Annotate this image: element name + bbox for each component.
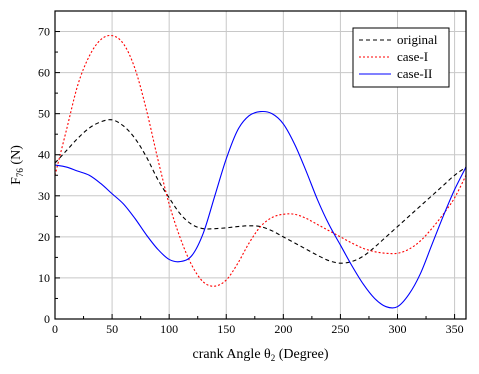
legend-label-case-I: case-I bbox=[397, 49, 428, 64]
series-line-case-I bbox=[54, 34, 467, 287]
y-tick-label: 40 bbox=[38, 148, 50, 162]
x-tick-label: 50 bbox=[106, 322, 118, 336]
y-axis-title: F76 (N) bbox=[9, 145, 25, 185]
x-tick-label: 150 bbox=[217, 322, 235, 336]
y-tick-label: 0 bbox=[44, 312, 50, 326]
y-tick-label: 60 bbox=[38, 66, 50, 80]
x-tick-label: 200 bbox=[274, 322, 292, 336]
y-axis-title-unit: (N) bbox=[9, 145, 24, 168]
y-axis-title-main: F bbox=[9, 177, 24, 185]
y-axis-title-subscript: 76 bbox=[15, 168, 25, 178]
series-layer bbox=[54, 34, 467, 309]
series-line-case-II bbox=[54, 110, 467, 309]
x-axis-title: crank Angle θ2 (Degree) bbox=[193, 347, 329, 363]
x-tick-label: 300 bbox=[389, 322, 407, 336]
x-axis-title-unit: (Degree) bbox=[275, 347, 329, 362]
x-tick-label: 100 bbox=[160, 322, 178, 336]
y-tick-label: 50 bbox=[38, 107, 50, 121]
x-tick-label: 350 bbox=[446, 322, 464, 336]
x-tick-label: 0 bbox=[52, 322, 58, 336]
series-line-original bbox=[54, 119, 467, 264]
axis-ticks: 0 50 100 150 200 250 300 350 0 10 20 30 40 50 60 70 bbox=[38, 25, 464, 336]
plot-area-frame bbox=[54, 10, 467, 320]
legend-label-original: original bbox=[397, 32, 438, 47]
y-tick-label: 70 bbox=[38, 25, 50, 39]
x-axis-title-subscript: 2 bbox=[271, 353, 276, 363]
x-tick-label: 250 bbox=[331, 322, 349, 336]
legend-label-case-II: case-II bbox=[397, 66, 432, 81]
y-tick-label: 10 bbox=[38, 271, 50, 285]
y-tick-label: 20 bbox=[38, 230, 50, 244]
y-tick-label: 30 bbox=[38, 189, 50, 203]
x-axis-title-main: crank Angle θ bbox=[193, 347, 272, 362]
legend: original case-I case-II bbox=[352, 27, 450, 88]
